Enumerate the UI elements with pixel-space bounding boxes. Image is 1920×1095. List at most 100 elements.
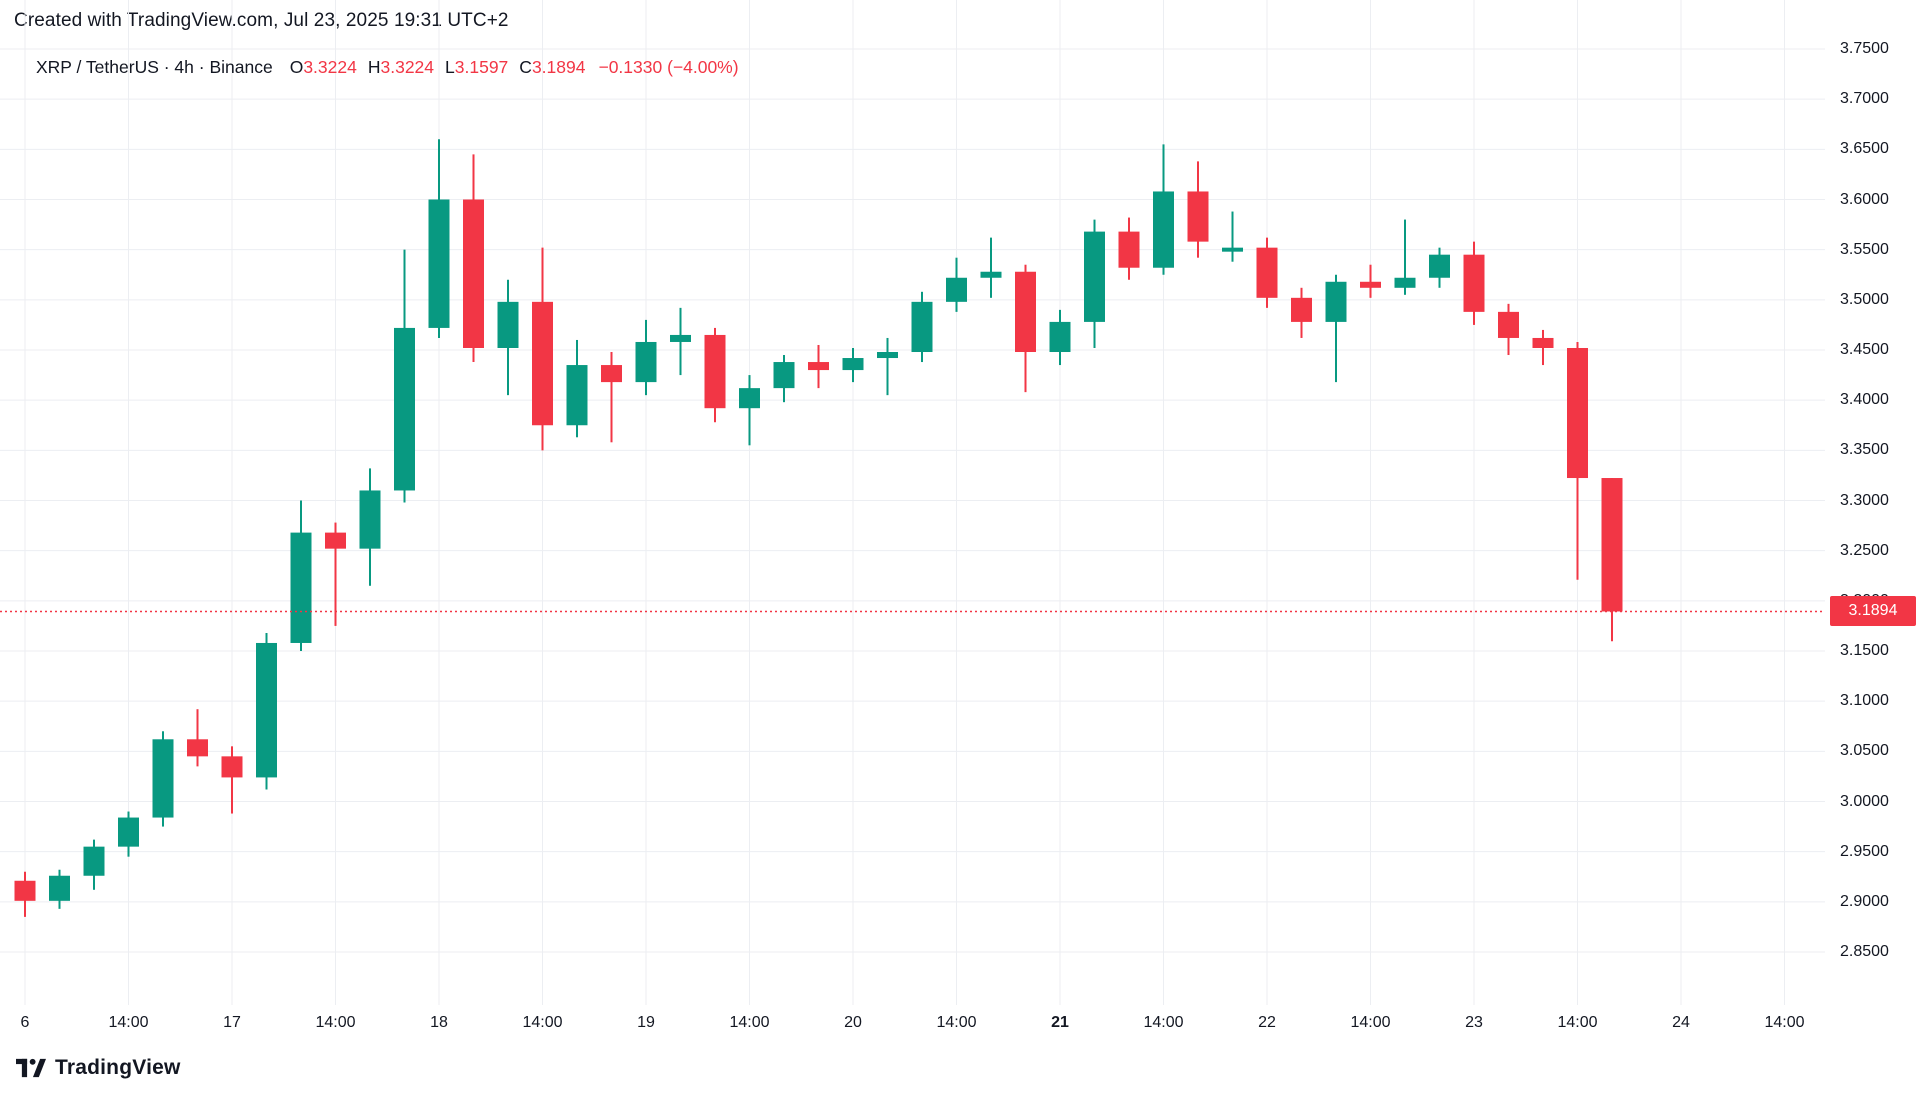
time-tick-label: 14:00 bbox=[108, 1014, 149, 1031]
price-scale[interactable]: 3.7500 3.7000 3.6500 3.6000 3.5500 3.5000 3.45… bbox=[0, 0, 1920, 1010]
candle-body[interactable] bbox=[1291, 297, 1312, 322]
candle-body[interactable] bbox=[704, 334, 726, 409]
candle-body[interactable] bbox=[1601, 478, 1623, 612]
price-tick-label: 3.0000 bbox=[1840, 792, 1889, 810]
candle-body[interactable] bbox=[566, 365, 588, 426]
candle-body[interactable] bbox=[1256, 247, 1278, 298]
candle-body[interactable] bbox=[187, 739, 208, 757]
price-change: −0.1330 (−4.00%) bbox=[598, 57, 739, 77]
candle-body[interactable] bbox=[325, 532, 346, 549]
price-tick-label: 3.5500 bbox=[1840, 240, 1889, 258]
time-tick-label: 18 bbox=[430, 1014, 448, 1031]
candle-body[interactable] bbox=[1498, 311, 1519, 338]
candle-body[interactable] bbox=[497, 301, 519, 348]
time-tick-label: 14:00 bbox=[729, 1014, 770, 1031]
time-tick-label: 19 bbox=[637, 1014, 655, 1031]
ohlc-value-h: 3.3224 bbox=[380, 57, 435, 77]
time-tick-label: 14:00 bbox=[1764, 1014, 1805, 1031]
price-tick-label: 3.4500 bbox=[1840, 341, 1889, 358]
time-tick-label: 14:00 bbox=[936, 1014, 977, 1031]
candle-body[interactable] bbox=[877, 352, 898, 359]
time-tick-label: 20 bbox=[844, 1014, 862, 1031]
candle-body[interactable] bbox=[1394, 277, 1416, 288]
symbol-title[interactable]: XRP / TetherUS · 4h · Binance bbox=[36, 57, 273, 77]
time-tick-label: 14:00 bbox=[522, 1014, 563, 1031]
price-tick-label: 2.9000 bbox=[1840, 892, 1889, 910]
candle-body[interactable] bbox=[394, 327, 415, 491]
candle-body[interactable] bbox=[739, 388, 760, 409]
candle-body[interactable] bbox=[118, 817, 139, 847]
candle-body[interactable] bbox=[911, 301, 933, 353]
price-tick-label: 3.6000 bbox=[1840, 190, 1889, 208]
candle-body[interactable] bbox=[152, 739, 174, 818]
time-tick-label: 23 bbox=[1465, 1014, 1483, 1031]
ohlc-values: O3.3224 H3.3224 L3.1597 C3.1894 bbox=[279, 57, 586, 78]
candle-body[interactable] bbox=[1049, 321, 1071, 353]
price-tick-label: 2.8500 bbox=[1840, 943, 1889, 960]
candle-body[interactable] bbox=[808, 362, 829, 371]
candle-body[interactable] bbox=[601, 365, 622, 383]
candle-body[interactable] bbox=[49, 875, 70, 901]
price-tick-label: 3.2500 bbox=[1840, 541, 1889, 559]
tradingview-logo-icon bbox=[16, 1058, 46, 1078]
candle-body[interactable] bbox=[635, 341, 657, 383]
candle-body[interactable] bbox=[1118, 231, 1140, 268]
price-tick-label: 3.1500 bbox=[1840, 642, 1889, 659]
candle-body[interactable] bbox=[842, 358, 864, 371]
candle-body[interactable] bbox=[256, 642, 277, 778]
time-tick-label: 6 bbox=[20, 1014, 30, 1031]
candle-body[interactable] bbox=[1532, 337, 1554, 348]
candle-body[interactable] bbox=[1222, 247, 1243, 252]
price-tick-label: 3.3500 bbox=[1840, 441, 1889, 459]
time-tick-label: 14:00 bbox=[1557, 1014, 1598, 1031]
price-tick-label: 3.6500 bbox=[1840, 140, 1889, 158]
candle-body[interactable] bbox=[1429, 254, 1450, 278]
candle-body[interactable] bbox=[1084, 231, 1105, 322]
ohlc-key-c: C bbox=[519, 57, 532, 77]
price-tick-label: 3.7500 bbox=[1840, 40, 1889, 57]
current-price-value: 3.1894 bbox=[1848, 602, 1898, 620]
current-price-badge: 3.1894 bbox=[1830, 596, 1916, 627]
price-tick-label: 3.3000 bbox=[1840, 491, 1889, 509]
candle-body[interactable] bbox=[14, 880, 36, 901]
candle-body[interactable] bbox=[428, 199, 450, 328]
candle-body[interactable] bbox=[1153, 191, 1174, 268]
candle-body[interactable] bbox=[532, 301, 553, 426]
attribution-text: Created with TradingView.com, Jul 23, 20… bbox=[14, 10, 509, 31]
ohlc-key-h: H bbox=[367, 57, 381, 77]
candle-body[interactable] bbox=[773, 362, 795, 389]
time-tick-label: 22 bbox=[1258, 1014, 1276, 1031]
candlestick-chart[interactable] bbox=[0, 0, 1920, 1010]
time-tick-label: 14:00 bbox=[1143, 1014, 1184, 1031]
candle-body[interactable] bbox=[670, 334, 691, 342]
candle-body[interactable] bbox=[290, 532, 312, 643]
price-tick-label: 3.1000 bbox=[1840, 692, 1889, 710]
time-tick-label: 14:00 bbox=[1350, 1014, 1391, 1031]
ohlc-value-o: 3.3224 bbox=[303, 57, 357, 77]
candle-body[interactable] bbox=[359, 490, 381, 549]
ohlc-value-c: 3.1894 bbox=[531, 57, 586, 77]
time-tick-label: 24 bbox=[1672, 1014, 1690, 1031]
price-tick-label: 3.5000 bbox=[1840, 290, 1889, 308]
candle-body[interactable] bbox=[1325, 281, 1347, 322]
time-axis[interactable]: 6 14:00 17 14:00 18 14:00 19 14:00 20 14:00 21 14:0… bbox=[0, 1012, 1920, 1040]
candle-body[interactable] bbox=[463, 199, 484, 348]
candle-body[interactable] bbox=[221, 756, 243, 778]
candle-body[interactable] bbox=[1360, 281, 1381, 288]
price-tick-label: 3.4000 bbox=[1840, 391, 1889, 409]
price-tick-label: 3.7000 bbox=[1840, 90, 1889, 108]
tradingview-footer[interactable]: TradingView bbox=[16, 1056, 181, 1080]
candle-body[interactable] bbox=[83, 846, 105, 876]
candle-body[interactable] bbox=[980, 271, 1002, 278]
time-tick-label: 21 bbox=[1051, 1014, 1069, 1031]
candle-body[interactable] bbox=[946, 277, 967, 302]
chart-legend[interactable]: XRP / TetherUS · 4h · Binance O3.3224 H3.… bbox=[36, 57, 739, 78]
candle-body[interactable] bbox=[1015, 271, 1036, 353]
ohlc-key-l: L bbox=[445, 57, 455, 77]
ohlc-value-l: 3.1597 bbox=[454, 57, 509, 77]
candle-body[interactable] bbox=[1187, 191, 1209, 242]
price-tick-label: 3.0500 bbox=[1840, 742, 1889, 760]
candle-body[interactable] bbox=[1567, 347, 1588, 479]
candle-body[interactable] bbox=[1463, 254, 1485, 312]
ohlc-key-o: O bbox=[289, 57, 304, 77]
